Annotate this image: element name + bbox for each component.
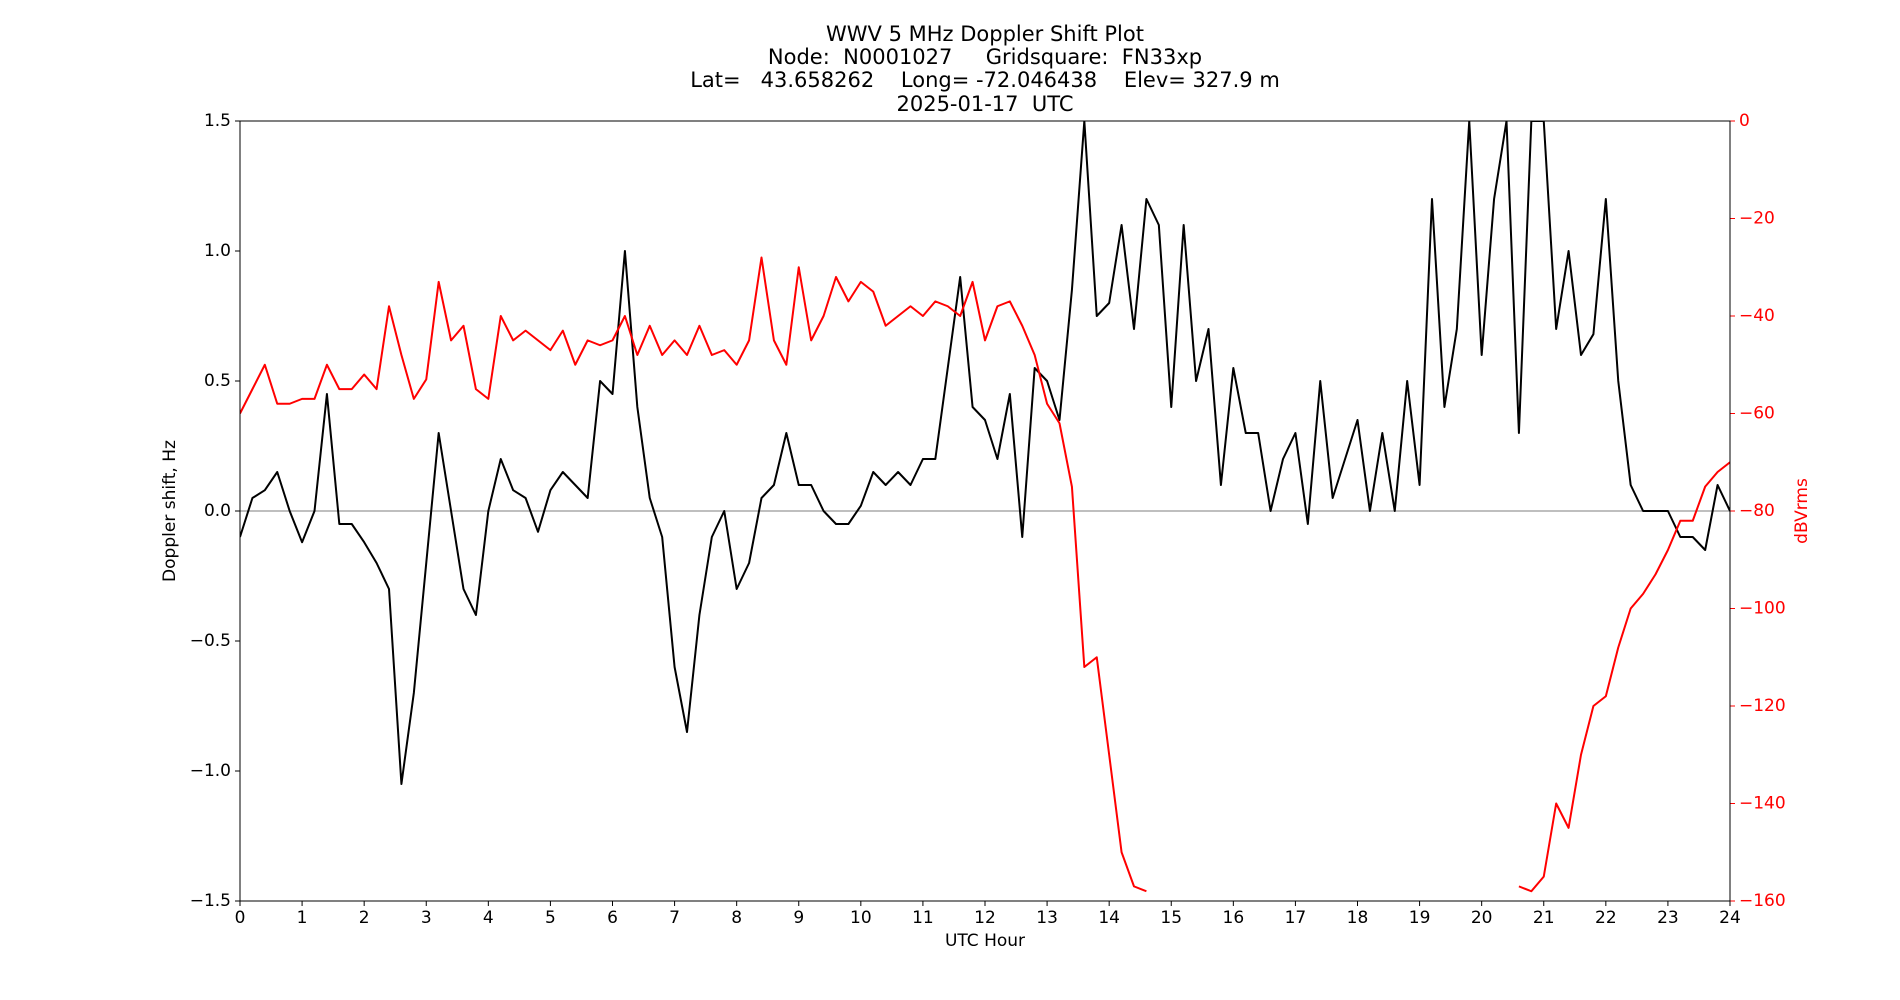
x-tick-label: 15 <box>1160 908 1182 928</box>
x-tick-label: 14 <box>1098 908 1120 928</box>
x-tick-label: 2 <box>359 908 370 928</box>
x-tick-label: 3 <box>421 908 432 928</box>
x-tick-label: 23 <box>1657 908 1679 928</box>
x-tick-label: 9 <box>793 908 804 928</box>
x-tick-label: 18 <box>1347 908 1369 928</box>
y-tick-label: 0.0 <box>204 501 231 521</box>
y2-tick-label: −60 <box>1739 404 1775 424</box>
x-tick-label: 12 <box>974 908 996 928</box>
x-tick-label: 5 <box>545 908 556 928</box>
x-tick-label: 8 <box>731 908 742 928</box>
x-tick-label: 17 <box>1285 908 1307 928</box>
y-axis-label: Doppler shift, Hz <box>160 440 180 582</box>
y-tick-label: −1.5 <box>190 891 231 911</box>
x-tick-label: 0 <box>235 908 246 928</box>
y-tick-label: 0.5 <box>204 371 231 391</box>
x-axis-label: UTC Hour <box>945 931 1025 951</box>
y2-tick-label: −20 <box>1739 209 1775 229</box>
x-tick-label: 21 <box>1533 908 1555 928</box>
plot-frame <box>239 120 1731 902</box>
data-line <box>240 256 1730 893</box>
y-tick-label: −1.0 <box>190 761 231 781</box>
x-tick-label: 7 <box>669 908 680 928</box>
x-tick-label: 22 <box>1595 908 1617 928</box>
x-tick-label: 19 <box>1409 908 1431 928</box>
x-tick-label: 24 <box>1719 908 1741 928</box>
x-tick-label: 13 <box>1036 908 1058 928</box>
y2-tick-label: 0 <box>1739 111 1750 131</box>
y2-tick-label: −100 <box>1739 599 1786 619</box>
y-tick-label: 1.0 <box>204 241 231 261</box>
data-line <box>240 121 1730 785</box>
y2-tick-label: −40 <box>1739 306 1775 326</box>
y2-tick-label: −80 <box>1739 501 1775 521</box>
x-tick-label: 20 <box>1471 908 1493 928</box>
chart-subtitle: 2025-01-17 UTC <box>896 92 1073 116</box>
x-tick-label: 1 <box>297 908 308 928</box>
x-tick-label: 16 <box>1223 908 1245 928</box>
y2-tick-label: −120 <box>1739 696 1786 716</box>
x-tick-label: 10 <box>850 908 872 928</box>
y2-tick-label: −160 <box>1739 891 1786 911</box>
y-tick-label: 1.5 <box>204 111 231 131</box>
x-tick-label: 6 <box>607 908 618 928</box>
chart-subtitle: Lat= 43.658262 Long= -72.046438 Elev= 32… <box>690 68 1280 92</box>
y2-axis-label: dBVrms <box>1792 478 1812 544</box>
chart-title: WWV 5 MHz Doppler Shift Plot <box>826 22 1144 46</box>
y-tick-label: −0.5 <box>190 631 231 651</box>
x-tick-label: 11 <box>912 908 934 928</box>
x-tick-label: 4 <box>483 908 494 928</box>
y2-tick-label: −140 <box>1739 794 1786 814</box>
chart-subtitle: Node: N0001027 Gridsquare: FN33xp <box>768 45 1202 69</box>
